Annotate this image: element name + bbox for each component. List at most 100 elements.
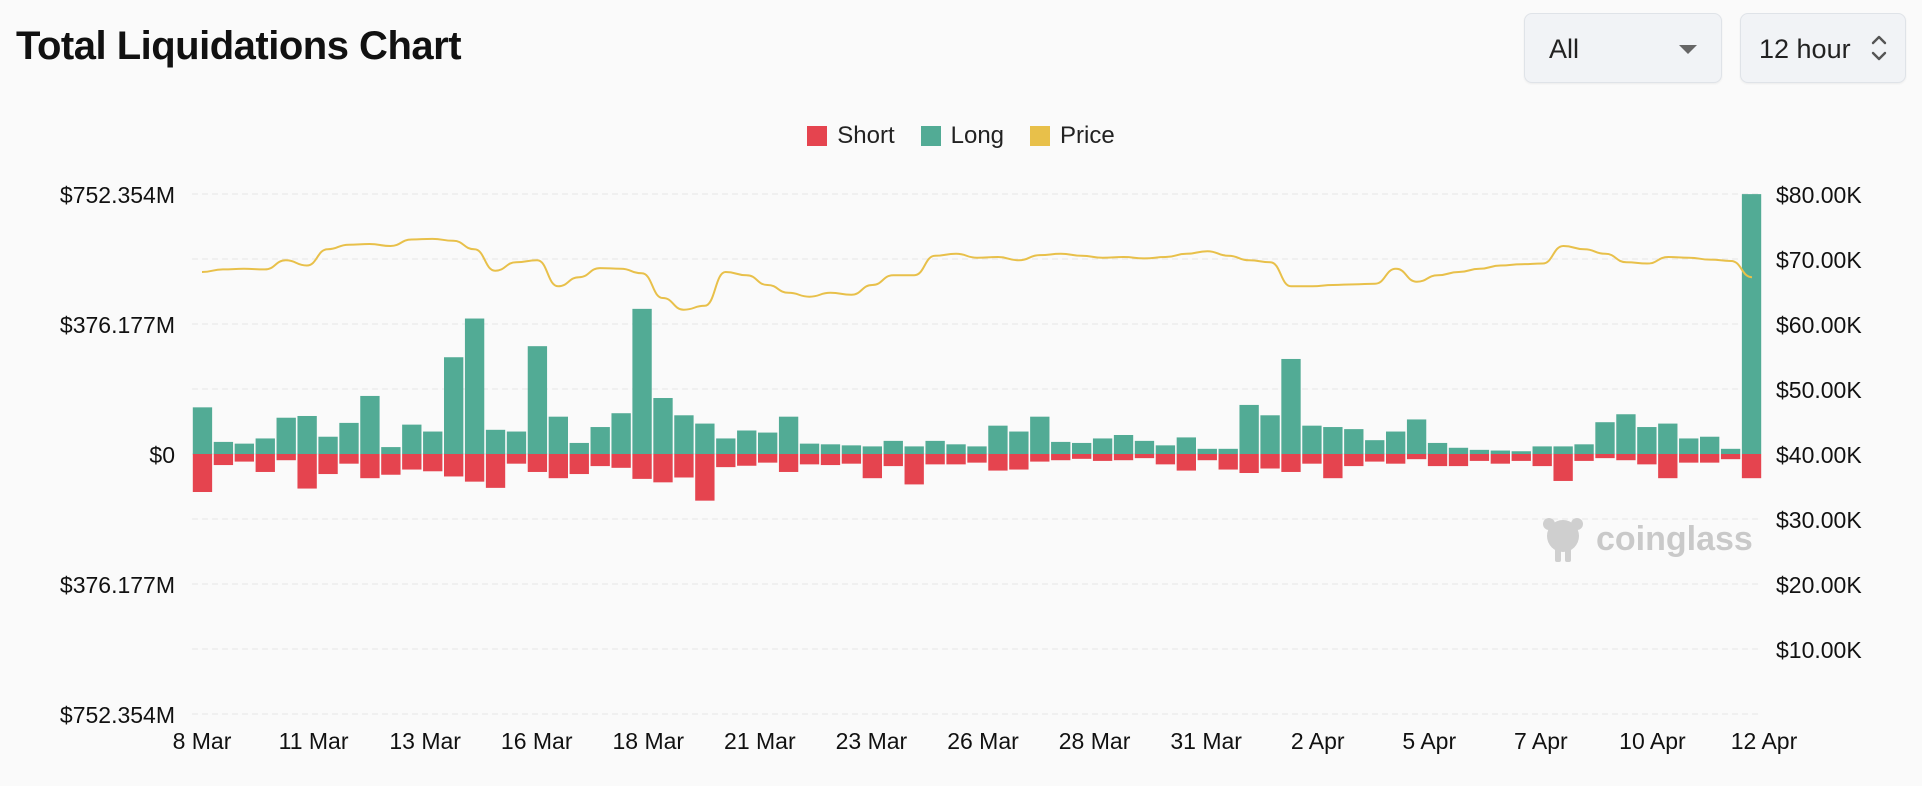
short-bar [318,454,338,475]
left-axis-tick-label: $752.354M [60,182,175,208]
long-bar [1009,431,1029,454]
right-axis-tick-label: $70.00K [1776,247,1862,273]
legend-swatch-short [807,126,828,146]
short-bar [1700,454,1720,463]
long-bar [841,445,862,454]
legend-item-price[interactable]: Price [1030,122,1115,150]
long-bar [1260,415,1280,454]
short-bar [1720,454,1741,460]
short-bar [402,454,422,470]
long-bar [1030,416,1050,454]
long-bar [1427,442,1448,454]
long-bar [423,431,443,454]
long-bar [737,430,757,454]
short-bar [1574,454,1594,461]
short-bar [1302,454,1322,464]
long-bar [695,423,715,454]
short-bar [1218,454,1238,470]
legend-item-long[interactable]: Long [920,122,1005,150]
right-axis-tick-label: $50.00K [1776,377,1862,403]
short-bar [590,454,610,467]
x-axis-tick-label: 18 Mar [612,728,684,754]
long-bar [862,446,882,454]
long-bar [1176,437,1196,454]
long-bar [1469,449,1490,454]
left-axis-tick-label: $376.177M [60,312,175,338]
short-bar [192,454,213,493]
long-bar [360,395,380,454]
short-bar [1009,454,1029,470]
short-bar [255,454,275,472]
short-bar [464,454,485,482]
short-bar [925,454,945,465]
long-bar [1490,450,1510,454]
long-bar [255,438,275,454]
short-bar [1197,454,1217,461]
right-axis: $80.00K $70.00K $60.00K $50.00K $40.00K $30.0… [1776,182,1862,663]
long-bar [1700,436,1720,454]
x-axis-tick-label: 10 Apr [1619,728,1686,754]
short-bar [1051,454,1071,461]
long-bar [925,440,945,454]
long-bar [1574,444,1594,454]
long-bar [653,398,673,454]
short-bar [423,454,443,472]
legend-label-long: Long [950,122,1005,149]
x-axis-tick-label: 31 Mar [1170,728,1242,754]
long-bar [674,415,694,454]
x-axis-tick-label: 11 Mar [279,728,349,754]
page-title: Total Liquidations Chart [16,24,462,68]
interval-select[interactable]: 12 hour [1740,13,1906,83]
coin-select-value: All [1549,34,1580,64]
left-axis-tick-label: $376.177M [60,572,175,598]
x-axis-tick-label: 8 Mar [173,728,232,754]
coin-select[interactable]: All [1524,13,1722,83]
short-bar [1113,454,1134,461]
x-axis-tick-label: 21 Mar [724,728,796,754]
long-bar [318,436,338,454]
long-bar [1281,358,1301,454]
legend-swatch-long [920,126,941,146]
legend-item-short[interactable]: Short [807,122,895,150]
long-bar [1741,194,1762,455]
short-bar [1532,454,1552,467]
long-bar [1344,429,1364,454]
short-bar [1155,454,1176,465]
short-bar [862,454,882,479]
x-axis: 8 Mar 11 Mar 13 Mar 16 Mar 18 Mar 21 Mar 23 Ma… [173,728,1798,754]
short-bar [1134,454,1155,459]
chevron-down-icon [1679,45,1697,54]
short-bar [1344,454,1364,467]
long-bar [1532,446,1552,454]
long-bar [1072,442,1092,454]
x-axis-tick-label: 12 Apr [1731,728,1798,754]
right-axis-tick-label: $30.00K [1776,507,1862,533]
long-bar [381,447,401,454]
long-bar [988,425,1008,454]
long-bar [1113,434,1134,454]
short-bar [1595,454,1615,459]
long-bar [632,308,652,454]
short-bar [1553,454,1573,481]
x-axis-tick-label: 28 Mar [1059,728,1131,754]
short-bar [213,454,234,466]
long-bar [1218,448,1238,454]
short-bar [339,454,359,464]
short-bar [1323,454,1343,479]
long-bar [1616,414,1636,454]
short-bar [1616,454,1636,461]
short-bar [1386,454,1406,464]
watermark-text: coinglass [1596,519,1753,558]
short-bar [1030,454,1050,462]
short-bar [1469,454,1490,461]
short-bar [1092,454,1113,461]
right-axis-tick-label: $40.00K [1776,442,1862,468]
long-bar [1511,451,1531,454]
coinglass-watermark: coinglass [1540,514,1753,564]
legend-label-price: Price [1060,122,1115,149]
long-bar [1386,431,1406,454]
long-bar [402,424,422,454]
left-axis-tick-label: $752.354M [60,702,175,728]
short-bar [569,454,589,475]
short-bar [1679,454,1699,463]
